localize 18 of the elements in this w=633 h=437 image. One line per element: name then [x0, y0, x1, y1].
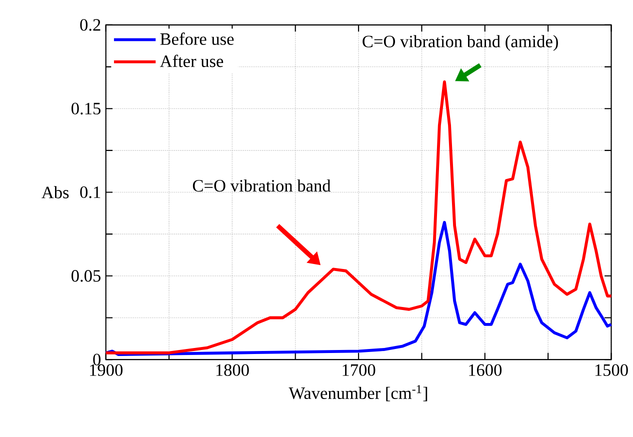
- x-tick-label: 1700: [342, 364, 376, 376]
- y-tick-label: 0.05: [72, 270, 100, 282]
- y-tick-label: 0.1: [80, 186, 100, 198]
- legend-label: After use: [160, 54, 224, 67]
- annotation: C=O vibration band (amide): [362, 34, 558, 51]
- annotation: C=O vibration band: [192, 179, 331, 192]
- y-tick-label: 0.15: [72, 102, 100, 114]
- y-tick-label: 0: [93, 353, 101, 366]
- x-axis-title: Wavenumber [cm$^{-1}$]: [288, 384, 428, 401]
- x-tick-label: 1500: [595, 364, 628, 376]
- x-tick-label: 1900: [90, 364, 123, 376]
- x-tick-label: 1600: [469, 364, 502, 376]
- line-series: [104, 220, 613, 356]
- y-axis-title: Abs: [42, 186, 69, 198]
- y-tick-label: 0.2: [80, 18, 100, 31]
- legend-label: Before use: [160, 32, 234, 45]
- line-series: [104, 80, 613, 354]
- x-tick-label: 1800: [216, 364, 249, 376]
